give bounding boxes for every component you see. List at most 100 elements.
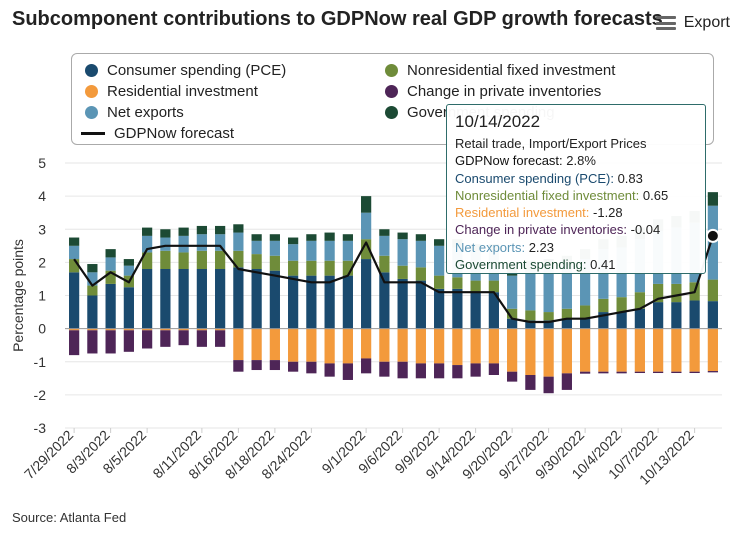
- bar-pce: [105, 283, 116, 329]
- legend-item-pce[interactable]: Consumer spending (PCE): [85, 62, 286, 79]
- bar-res: [87, 328, 98, 331]
- bar-inv: [87, 330, 98, 354]
- bar-res: [580, 328, 591, 372]
- bar-nonres: [178, 252, 189, 269]
- bar-res: [160, 328, 171, 331]
- bar-inv: [689, 371, 700, 374]
- tooltip-row-gdpnow: GDPNow forecast: 2.8%: [455, 152, 697, 169]
- bar-nonres: [580, 305, 591, 319]
- bar-inv: [342, 363, 353, 380]
- tooltip-row-nonres: Nonresidential fixed investment: 0.65: [455, 187, 697, 204]
- bar-netexp: [342, 240, 353, 261]
- bar-netexp: [69, 245, 80, 260]
- bar-pce: [653, 302, 664, 329]
- legend-item-res[interactable]: Residential investment: [85, 83, 258, 100]
- bar-res: [269, 328, 280, 361]
- bar-inv: [653, 371, 664, 374]
- legend-item-inv[interactable]: Change in private inventories: [385, 83, 601, 100]
- bar-res: [543, 328, 554, 377]
- export-button[interactable]: Export: [655, 14, 730, 32]
- bar-inv: [634, 371, 645, 374]
- bar-netexp: [215, 234, 226, 251]
- bar-pce: [251, 269, 262, 329]
- legend-swatch-res: [85, 85, 98, 98]
- bar-netexp: [397, 239, 408, 266]
- tooltip-row-pce: Consumer spending (PCE): 0.83: [455, 170, 697, 187]
- bar-pce: [288, 275, 299, 329]
- bar-pce: [543, 320, 554, 329]
- bar-netexp: [269, 240, 280, 256]
- bar-pce: [434, 288, 445, 329]
- tooltip-value-gov: 0.41: [590, 257, 616, 273]
- bar-res: [306, 328, 317, 362]
- bar-nonres: [543, 312, 554, 321]
- bar-pce: [525, 320, 536, 329]
- tooltip: 10/14/2022 Retail trade, Import/Export P…: [446, 104, 706, 274]
- gdpnow-line: [73, 235, 714, 324]
- bar-netexp: [580, 259, 591, 306]
- bar-inv: [269, 360, 280, 371]
- bar-gov: [105, 249, 116, 258]
- bar-gov: [397, 232, 408, 240]
- y-tick-label: 4: [38, 188, 46, 204]
- bar-res: [342, 328, 353, 364]
- bar-pce: [507, 318, 518, 329]
- bar-nonres: [707, 279, 718, 302]
- legend-item-gdpnow[interactable]: GDPNow forecast: [81, 125, 234, 142]
- bar-nonres: [470, 280, 481, 293]
- bar-inv: [306, 361, 317, 374]
- bar-pce: [269, 270, 280, 329]
- bar-pce: [616, 312, 627, 329]
- bar-gov: [178, 227, 189, 236]
- tooltip-date: 10/14/2022: [455, 112, 541, 131]
- bar-inv: [525, 375, 536, 390]
- bar-pce: [379, 272, 390, 329]
- bar-inv: [507, 371, 518, 382]
- bar-netexp: [379, 235, 390, 256]
- tooltip-label-gdpnow: GDPNow forecast:: [455, 153, 567, 169]
- bar-inv: [561, 373, 572, 390]
- bar-pce: [415, 280, 426, 329]
- legend-item-nonres[interactable]: Nonresidential fixed investment: [385, 62, 615, 79]
- bar-res: [123, 328, 134, 331]
- gdpnow-highlight-point: [705, 228, 720, 243]
- bar-inv: [178, 330, 189, 346]
- bar-res: [671, 328, 682, 372]
- bar-nonres: [415, 267, 426, 281]
- bar-gov: [324, 232, 335, 241]
- tooltip-row-res: Residential investment: -1.28: [455, 204, 697, 221]
- legend-label-netexp: Net exports: [107, 104, 184, 121]
- tooltip-row-gov: Government spending: 0.41: [455, 256, 697, 273]
- bar-gov: [215, 225, 226, 235]
- bar-pce: [452, 288, 463, 329]
- menu-icon: [655, 16, 676, 30]
- bar-nonres: [488, 280, 499, 293]
- bar-nonres: [87, 285, 98, 296]
- tooltip-label-pce: Consumer spending (PCE):: [455, 170, 618, 186]
- bar-inv: [288, 361, 299, 372]
- tooltip-value-nonres: 0.65: [642, 187, 669, 203]
- bar-pce: [361, 259, 372, 329]
- legend-item-netexp[interactable]: Net exports: [85, 104, 184, 121]
- bar-res: [525, 328, 536, 375]
- tooltip-value-res: -1.28: [593, 205, 623, 221]
- bar-inv: [105, 330, 116, 354]
- bar-gov: [434, 239, 445, 246]
- bar-res: [233, 328, 244, 361]
- bar-inv: [251, 360, 262, 371]
- bar-res: [452, 328, 463, 366]
- bar-netexp: [105, 257, 116, 271]
- bar-netexp: [507, 275, 518, 309]
- tooltip-label-gov: Government spending:: [455, 257, 591, 273]
- bar-pce: [397, 278, 408, 329]
- bar-gov: [196, 225, 207, 235]
- bar-nonres: [671, 283, 682, 303]
- bar-nonres: [105, 270, 116, 284]
- tooltip-subtitle: Retail trade, Import/Export Prices: [455, 136, 647, 151]
- bar-nonres: [598, 298, 609, 313]
- bar-pce: [342, 275, 353, 329]
- bar-inv: [160, 330, 171, 347]
- bar-pce: [580, 318, 591, 329]
- bar-pce: [69, 272, 80, 329]
- legend-swatch-inv: [385, 85, 398, 98]
